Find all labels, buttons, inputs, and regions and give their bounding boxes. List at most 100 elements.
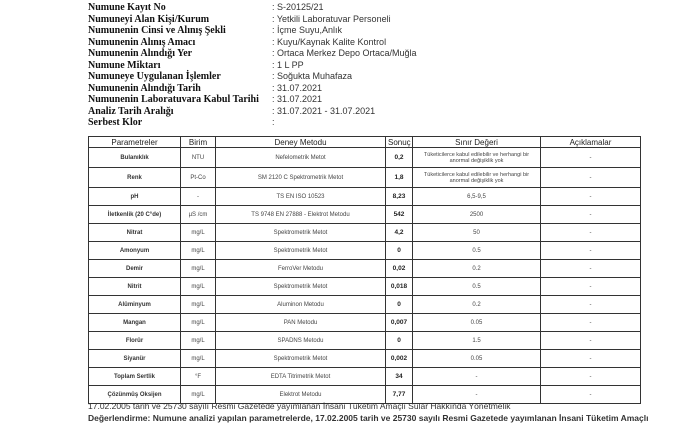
table-cell: -: [540, 241, 641, 260]
info-label: Numuneyi Alan Kişi/Kurum: [88, 13, 210, 25]
table-cell: Mangan: [88, 313, 181, 332]
table-cell: 0.5: [412, 241, 541, 260]
table-cell: -: [540, 313, 641, 332]
table-cell: mg/L: [180, 385, 216, 404]
table-cell: 7,77: [385, 385, 413, 404]
table-cell: -: [540, 147, 641, 168]
table-cell: Pt-Co: [180, 167, 216, 188]
table-row: Demir mg/L FerroVer Metodu 0,02 0.2-: [88, 259, 641, 278]
info-label: Numunenin Laboratuvara Kabul Tarihi: [88, 94, 259, 105]
table-row: Alüminyum mg/L Aluminon Metodu 0 0.2-: [88, 295, 641, 314]
table-cell: 542: [385, 205, 413, 224]
table-cell: Elektrot Metodu: [215, 385, 386, 404]
table-cell: TS EN ISO 10523: [215, 187, 386, 206]
table-cell: Toplam Sertlik: [88, 367, 181, 386]
table-row: İletkenlik (20 C°de) µS /cm TS 9748 EN 278…: [88, 205, 641, 224]
column-header: Açıklamalar: [540, 136, 641, 148]
table-cell: Demir: [88, 259, 181, 278]
table-cell: mg/L: [180, 223, 216, 242]
table-cell: 0,002: [385, 349, 413, 368]
table-cell: EDTA Titrimetrik Metot: [215, 367, 386, 386]
table-cell: µS /cm: [180, 205, 216, 224]
table-cell: -: [540, 187, 641, 206]
info-value: : 31.07.2021: [272, 82, 323, 93]
table-cell: -: [540, 349, 641, 368]
table-cell: Spektrometrik Metot: [215, 277, 386, 296]
evaluation-text: Değerlendirme: Numune analizi yapılan pa…: [88, 413, 649, 423]
column-header: Sınır Değeri: [412, 136, 541, 148]
info-row: Numuneyi Alan Kişi/Kurum : Yetkili Labora…: [88, 14, 417, 26]
table-cell: Nitrat: [88, 223, 181, 242]
table-cell: 0,02: [385, 259, 413, 278]
table-cell: -: [540, 295, 641, 314]
table-cell: mg/L: [180, 331, 216, 350]
table-cell: -: [540, 205, 641, 224]
table-cell: -: [540, 385, 641, 404]
info-row: Numunenin Laboratuvara Kabul Tarihi: 31.…: [88, 94, 417, 106]
info-label: Numunenin Alındığı Tarih: [88, 82, 201, 94]
info-label: Numunenin Alınış Amacı: [88, 36, 196, 48]
table-cell: °F: [180, 367, 216, 386]
table-cell: Tüketicilerce kabul edilebilir ve herhan…: [412, 147, 541, 168]
info-label: Numuneye Uygulanan İşlemler: [88, 71, 221, 82]
table-cell: 0: [385, 331, 413, 350]
info-label: Numunenin Cinsi ve Alınış Şekli: [88, 25, 226, 36]
table-cell: 0.2: [412, 295, 541, 314]
table-row: Nitrat mg/L Spektrometrik Metot 4,2 50-: [88, 223, 641, 242]
info-value: : Kuyu/Kaynak Kalite Kontrol: [272, 36, 387, 47]
table-cell: 0.5: [412, 277, 541, 296]
sample-info: Numune Kayıt No: S-20125/21 Numuneyi Alan…: [88, 2, 417, 129]
info-value: : 1 L PP: [272, 59, 304, 70]
table-cell: Tüketicilerce kabul edilebilir ve herhan…: [412, 167, 541, 188]
table-cell: -: [540, 259, 641, 278]
table-cell: -: [540, 331, 641, 350]
table-row: Renk Pt-Co SM 2120 C Spektrometrik Metot 1,…: [88, 167, 641, 188]
table-cell: 1,8: [385, 167, 413, 188]
table-row: Amonyum mg/L Spektrometrik Metot 0 0.5-: [88, 241, 641, 260]
table-row: Siyanür mg/L Spektrometrik Metot 0,002 0.05-: [88, 349, 641, 368]
table-cell: Spektrometrik Metot: [215, 349, 386, 368]
table-cell: 0,007: [385, 313, 413, 332]
info-value: : Yetkili Laboratuvar Personeli: [272, 13, 391, 24]
table-cell: 34: [385, 367, 413, 386]
table-cell: Aluminon Metodu: [215, 295, 386, 314]
table-cell: -: [540, 167, 641, 188]
table-row: Nitrit mg/L Spektrometrik Metot 0,018 0.5-: [88, 277, 641, 296]
table-cell: Florür: [88, 331, 181, 350]
table-cell: Nitrit: [88, 277, 181, 296]
results-table: Parametreler Birim Deney Metodu Sonuç Sınır …: [88, 136, 641, 404]
table-cell: Spektrometrik Metot: [215, 223, 386, 242]
info-label: Serbest Klor: [88, 117, 143, 128]
table-cell: SM 2120 C Spektrometrik Metot: [215, 167, 386, 188]
table-cell: 50: [412, 223, 541, 242]
column-header: Deney Metodu: [215, 136, 386, 148]
table-row: pH - TS EN ISO 10523 8,23 6,5-9,5-: [88, 187, 641, 206]
info-value: : 31.07.2021 - 31.07.2021: [272, 105, 376, 116]
table-cell: 0,2: [385, 147, 413, 168]
table-cell: mg/L: [180, 313, 216, 332]
table-cell: Çözünmüş Oksijen: [88, 385, 181, 404]
info-value: :: [272, 117, 275, 127]
info-value: : İçme Suyu,Anlık: [272, 25, 343, 35]
table-cell: -: [540, 277, 641, 296]
table-cell: İletkenlik (20 C°de): [88, 205, 181, 224]
table-cell: Nefelometrik Metot: [215, 147, 386, 168]
table-cell: Alüminyum: [88, 295, 181, 314]
info-row: Numunenin Alındığı Tarih : 31.07.2021: [88, 83, 417, 95]
table-cell: PAN Metodu: [215, 313, 386, 332]
table-cell: FerroVer Metodu: [215, 259, 386, 278]
table-cell: -: [412, 367, 541, 386]
column-header: Parametreler: [88, 136, 181, 148]
table-row: Bulanıklık NTU Nefelometrik Metot 0,2 Tüketi…: [88, 147, 641, 168]
table-row: Toplam Sertlik °F EDTA Titrimetrik Metot 34…: [88, 367, 641, 386]
table-cell: mg/L: [180, 241, 216, 260]
table-cell: Amonyum: [88, 241, 181, 260]
info-row: Serbest Klor:: [88, 117, 417, 129]
table-cell: NTU: [180, 147, 216, 168]
info-value: : Soğukta Muhafaza: [272, 71, 353, 81]
table-cell: -: [540, 367, 641, 386]
info-row: Numuneye Uygulanan İşlemler : Soğukta Muh…: [88, 71, 417, 83]
table-cell: mg/L: [180, 295, 216, 314]
table-row: Florür mg/L SPADNS Metodu 0 1.5-: [88, 331, 641, 350]
info-row: Analiz Tarih Aralığı: 31.07.2021 - 31.07…: [88, 106, 417, 118]
